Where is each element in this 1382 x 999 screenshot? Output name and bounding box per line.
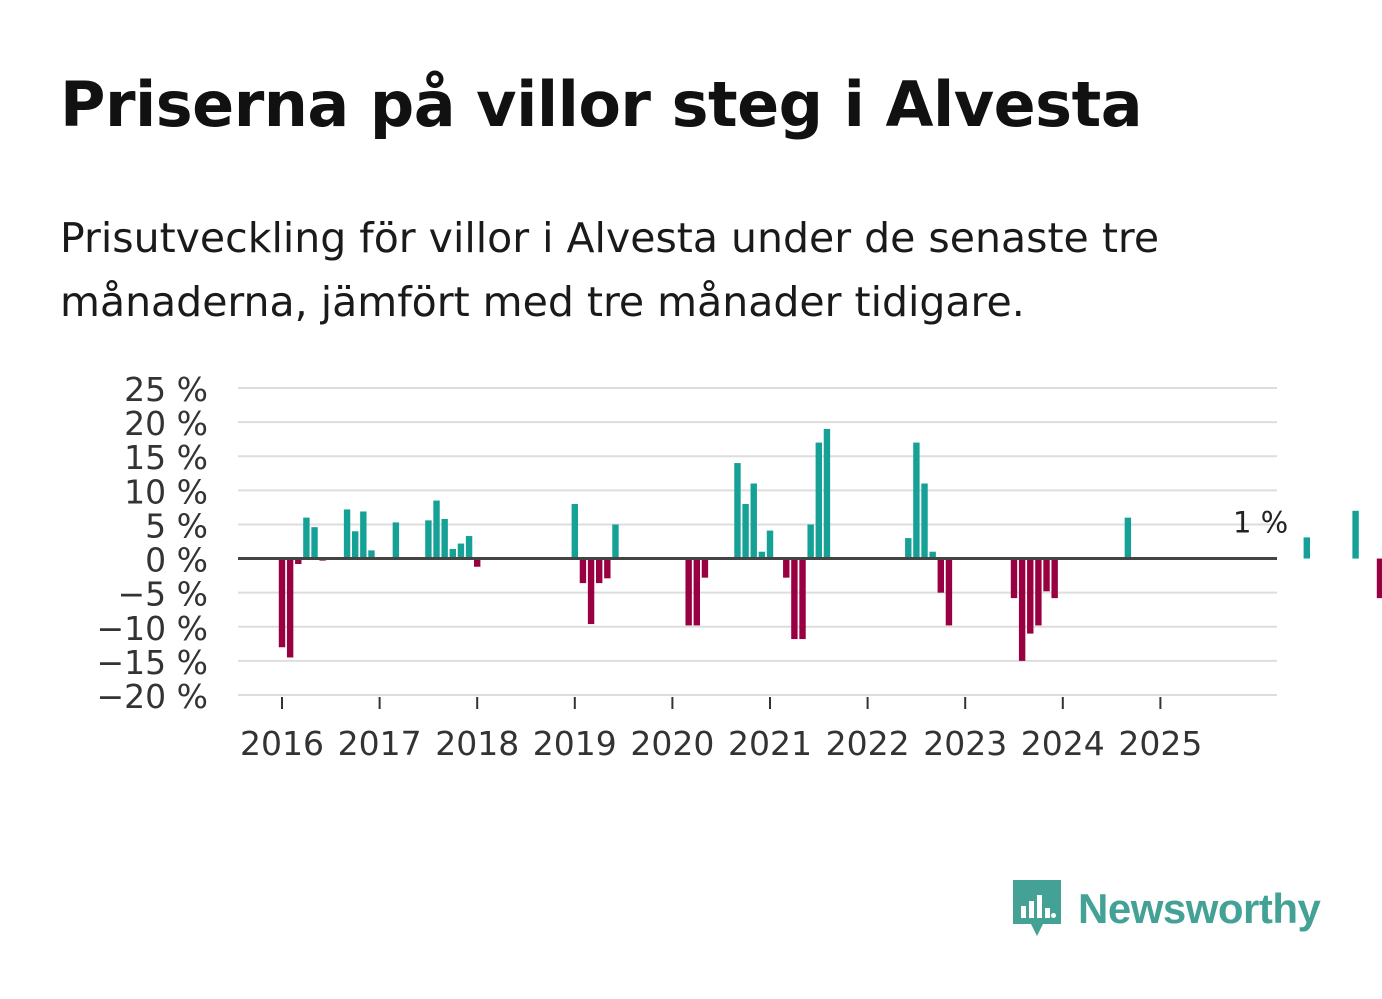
bar: [1376, 558, 1382, 599]
chart-subtitle: Prisutveckling för villor i Alvesta unde…: [60, 214, 1160, 326]
bar: [1043, 558, 1050, 592]
bar: [921, 483, 928, 559]
x-tick-label: 2023: [923, 724, 1007, 763]
x-tick-label: 2017: [338, 724, 422, 763]
y-tick-label: 25 %: [124, 370, 208, 409]
bar: [758, 551, 766, 559]
bar: [579, 558, 587, 584]
bar: [1018, 558, 1026, 661]
price-change-chart: 25 %20 %15 %10 %5 %0 %−5 %−10 %−15 %−20 …: [97, 370, 1382, 763]
bar: [783, 558, 790, 578]
y-tick-label: 10 %: [124, 472, 208, 511]
bar: [823, 428, 831, 559]
bar: [425, 520, 432, 559]
bar: [750, 483, 757, 559]
bar: [685, 558, 692, 626]
brand-logo: Newsworthy: [1010, 878, 1321, 940]
bar: [441, 518, 448, 559]
bar: [815, 442, 822, 559]
bar: [734, 463, 741, 559]
bar: [474, 558, 481, 567]
bar: [937, 558, 944, 593]
y-tick-label: 0 %: [145, 541, 208, 580]
bar: [311, 527, 318, 559]
newsworthy-logo-icon: [1013, 880, 1061, 936]
bar: [742, 503, 749, 559]
bar: [286, 558, 294, 658]
data-label-latest: 1 %: [1233, 506, 1288, 540]
x-tick-label: 2022: [826, 724, 910, 763]
bar: [604, 558, 611, 579]
bar: [392, 522, 400, 559]
bar: [596, 558, 603, 584]
x-tick-label: 2018: [435, 724, 519, 763]
y-tick-label: −5 %: [118, 575, 209, 614]
bar: [587, 558, 595, 625]
y-tick-label: −10 %: [97, 609, 209, 648]
bar: [465, 536, 473, 559]
bar: [791, 558, 798, 640]
y-tick-label: −15 %: [97, 643, 209, 682]
bar: [1124, 517, 1132, 559]
bar: [433, 500, 440, 559]
bar: [278, 558, 286, 648]
bar: [905, 538, 912, 559]
bar: [766, 530, 774, 559]
bar: [571, 503, 578, 559]
bar: [701, 558, 709, 578]
y-tick-label: 15 %: [124, 438, 208, 477]
y-tick-label: −20 %: [97, 677, 209, 716]
bar: [368, 550, 375, 559]
bar: [799, 558, 806, 640]
x-tick-label: 2016: [240, 724, 324, 763]
bar: [612, 524, 619, 559]
x-tick-label: 2020: [630, 724, 714, 763]
brand-name: Newsworthy: [1078, 885, 1321, 932]
bar: [1035, 558, 1042, 626]
x-tick-label: 2025: [1118, 724, 1202, 763]
bar: [295, 558, 302, 565]
page-title: Priserna på villor steg i Alvesta: [60, 68, 1143, 141]
bar: [1303, 537, 1310, 559]
bar: [945, 558, 953, 626]
bar: [1352, 510, 1359, 559]
bar: [929, 551, 936, 559]
bar: [1027, 558, 1034, 634]
x-tick-label: 2024: [1021, 724, 1105, 763]
bar: [343, 509, 351, 559]
bar: [303, 517, 310, 559]
y-tick-label: 20 %: [124, 404, 208, 443]
bar: [457, 543, 465, 559]
bar: [449, 549, 456, 559]
bar: [1010, 558, 1018, 599]
bar: [693, 558, 700, 626]
x-tick-label: 2019: [533, 724, 617, 763]
bar: [807, 524, 814, 559]
bar: [1051, 558, 1058, 599]
bar: [360, 511, 367, 559]
bar: [352, 531, 359, 559]
bar: [913, 442, 920, 559]
y-tick-label: 5 %: [145, 506, 208, 545]
x-tick-label: 2021: [728, 724, 812, 763]
